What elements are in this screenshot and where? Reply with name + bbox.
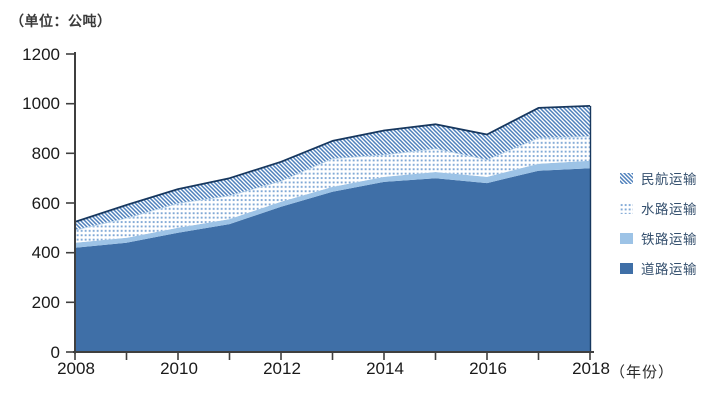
- area-civil-aviation-transport: [75, 105, 590, 230]
- edge-civil-aviation-transport: [74, 105, 591, 223]
- legend-swatch-dots-icon: [620, 202, 633, 214]
- x-tick-label: 2012: [263, 359, 301, 378]
- x-tick-label: 2008: [57, 359, 95, 378]
- x-axis-unit-label: （年份）: [610, 364, 675, 381]
- legend-swatch-solid-light-icon: [620, 232, 633, 244]
- y-tick-label: 600: [31, 193, 60, 213]
- y-tick-label: 0: [50, 342, 60, 362]
- y-tick-label: 1200: [22, 44, 60, 64]
- x-tick-label: 2016: [469, 359, 507, 378]
- x-tick-label: 2010: [160, 359, 198, 378]
- legend-item-civil-aviation-transport: 民航运输: [620, 170, 697, 187]
- y-tick-label: 800: [31, 143, 60, 163]
- areas-group: [74, 105, 592, 352]
- area-water-transport: [75, 136, 590, 243]
- legend-label: 水路运输: [641, 202, 697, 217]
- area-rail-transport: [75, 160, 590, 248]
- y-tick-label: 1000: [22, 94, 60, 114]
- unit-label: （单位：公吨）: [10, 13, 112, 29]
- legend-label: 道路运输: [641, 262, 697, 277]
- axes-group: [66, 52, 594, 360]
- legend-label: 铁路运输: [641, 232, 697, 247]
- legend-item-water-transport: 水路运输: [620, 200, 697, 217]
- x-tick-label: 2018: [572, 359, 610, 378]
- y-tick-label: 400: [31, 243, 60, 263]
- x-tick-label: 2014: [366, 359, 404, 378]
- legend-swatch-hatch-icon: [620, 172, 633, 184]
- legend-item-road-transport: 道路运输: [620, 260, 697, 277]
- legend-item-rail-transport: 铁路运输: [620, 230, 697, 247]
- legend-label: 民航运输: [641, 172, 697, 187]
- legend-swatch-solid-dark-icon: [620, 262, 633, 274]
- area-road-transport: [75, 168, 590, 352]
- y-tick-label: 200: [31, 292, 60, 312]
